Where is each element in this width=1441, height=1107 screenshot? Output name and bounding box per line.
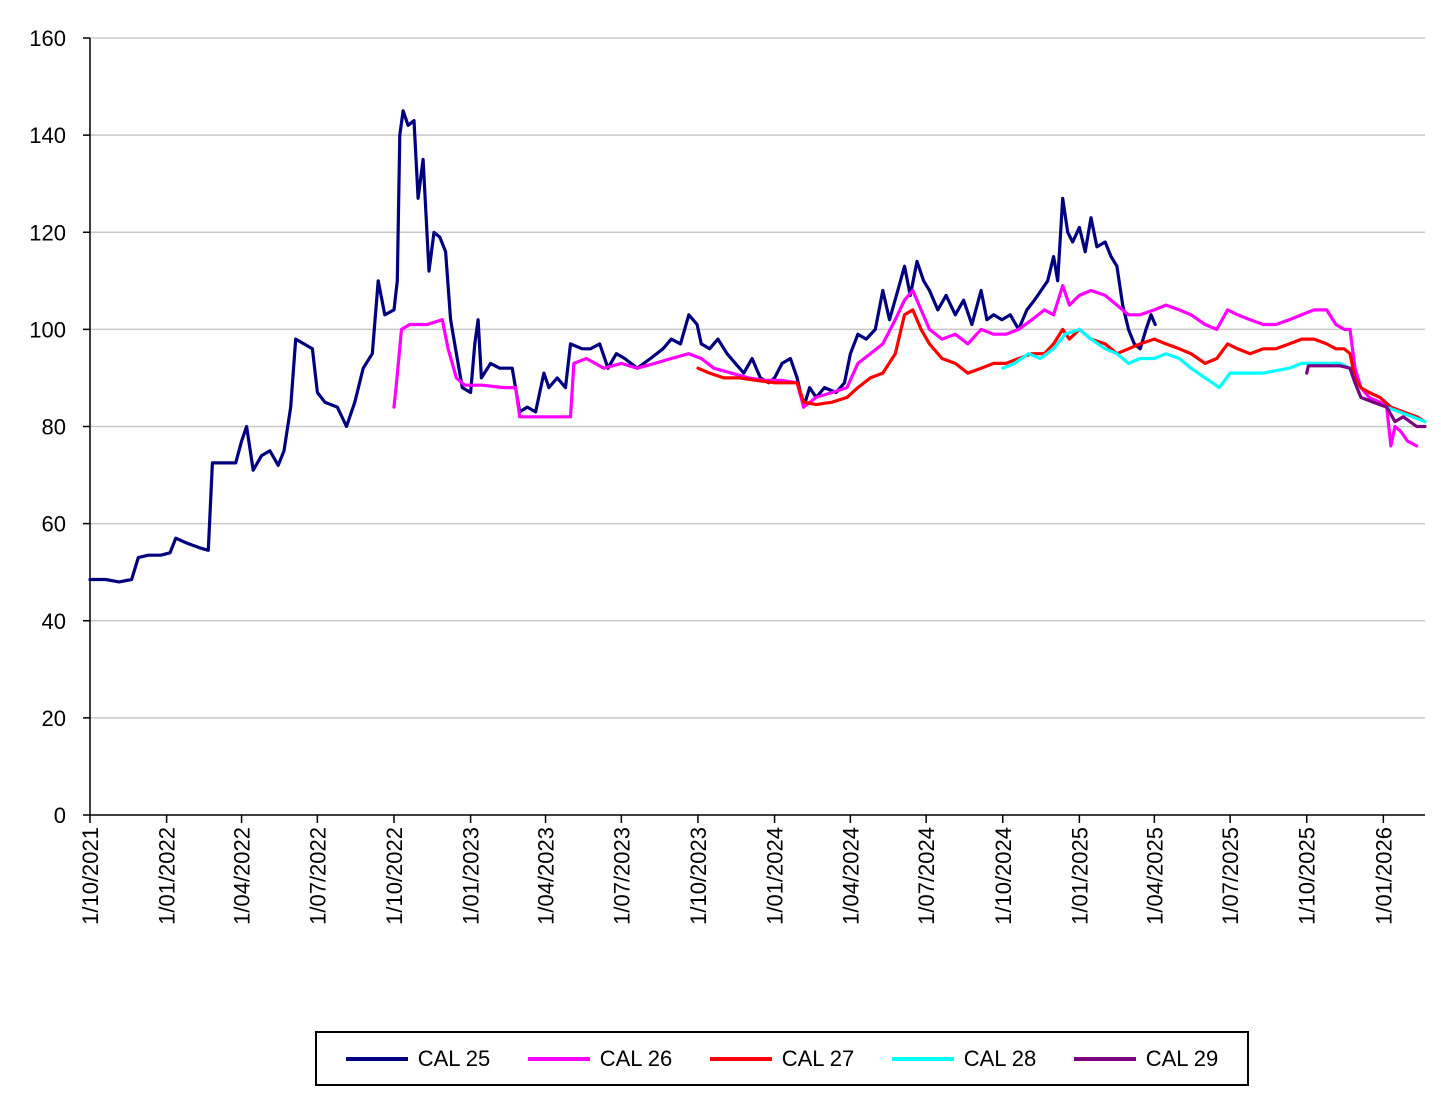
x-axis-ticks: 1/10/2021 1/01/2022 1/04/2022 1/07/2022 1/10… <box>78 815 1396 925</box>
y-tick-label: 140 <box>29 123 66 148</box>
legend-item: CAL 25 <box>345 1045 491 1072</box>
x-tick-label: 1/10/2025 <box>1295 827 1320 925</box>
x-tick-label: 1/01/2025 <box>1067 827 1092 925</box>
legend-swatch <box>345 1056 408 1061</box>
series-lines <box>88 109 1427 584</box>
x-tick-label: 1/07/2024 <box>914 827 939 925</box>
legend: CAL 25 CAL 26 CAL 27 CAL 28 CAL 29 <box>315 1031 1249 1086</box>
legend-item: CAL 26 <box>527 1045 673 1072</box>
legend-item: CAL 27 <box>709 1045 855 1072</box>
series-line-cal-26 <box>392 284 1419 448</box>
gridlines <box>90 37 1425 719</box>
y-tick-label: 120 <box>29 220 66 245</box>
x-tick-label: 1/01/2023 <box>459 827 484 925</box>
y-tick-label: 100 <box>29 317 66 342</box>
legend-label: CAL 27 <box>781 1045 855 1071</box>
y-tick-label: 80 <box>42 415 66 440</box>
x-tick-label: 1/07/2025 <box>1218 827 1243 925</box>
x-tick-label: 1/01/2022 <box>155 827 180 925</box>
x-tick-label: 1/10/2024 <box>991 827 1016 925</box>
y-tick-label: 40 <box>42 609 66 634</box>
legend-swatch <box>709 1056 772 1061</box>
y-axis-ticks: 0 20 40 60 80 100 120 140 160 <box>29 26 90 828</box>
x-tick-label: 1/10/2021 <box>78 827 103 925</box>
legend-label: CAL 25 <box>417 1045 491 1071</box>
x-tick-label: 1/07/2022 <box>305 827 330 925</box>
legend-item: CAL 28 <box>891 1045 1037 1072</box>
y-tick-label: 0 <box>54 803 66 828</box>
legend-swatch <box>891 1056 954 1061</box>
y-tick-label: 60 <box>42 512 66 537</box>
x-tick-label: 1/04/2023 <box>534 827 559 925</box>
x-tick-label: 1/01/2026 <box>1371 827 1396 925</box>
x-tick-label: 1/01/2024 <box>763 827 788 925</box>
legend-label: CAL 28 <box>963 1045 1037 1071</box>
y-tick-label: 160 <box>29 26 66 51</box>
x-tick-label: 1/10/2023 <box>686 827 711 925</box>
y-tick-label: 20 <box>42 706 66 731</box>
series-line-cal-29 <box>1305 364 1427 429</box>
legend-label: CAL 26 <box>599 1045 673 1071</box>
x-tick-label: 1/04/2025 <box>1142 827 1167 925</box>
x-tick-label: 1/10/2022 <box>382 827 407 925</box>
x-tick-label: 1/07/2023 <box>609 827 634 925</box>
series-line-cal-25 <box>88 109 1157 584</box>
x-tick-label: 1/04/2024 <box>838 827 863 925</box>
series-line-cal-28 <box>1001 327 1427 424</box>
legend-label: CAL 29 <box>1145 1045 1219 1071</box>
legend-item: CAL 29 <box>1073 1045 1219 1072</box>
legend-swatch <box>1073 1056 1136 1061</box>
legend-swatch <box>527 1056 590 1061</box>
x-tick-label: 1/04/2022 <box>230 827 255 925</box>
